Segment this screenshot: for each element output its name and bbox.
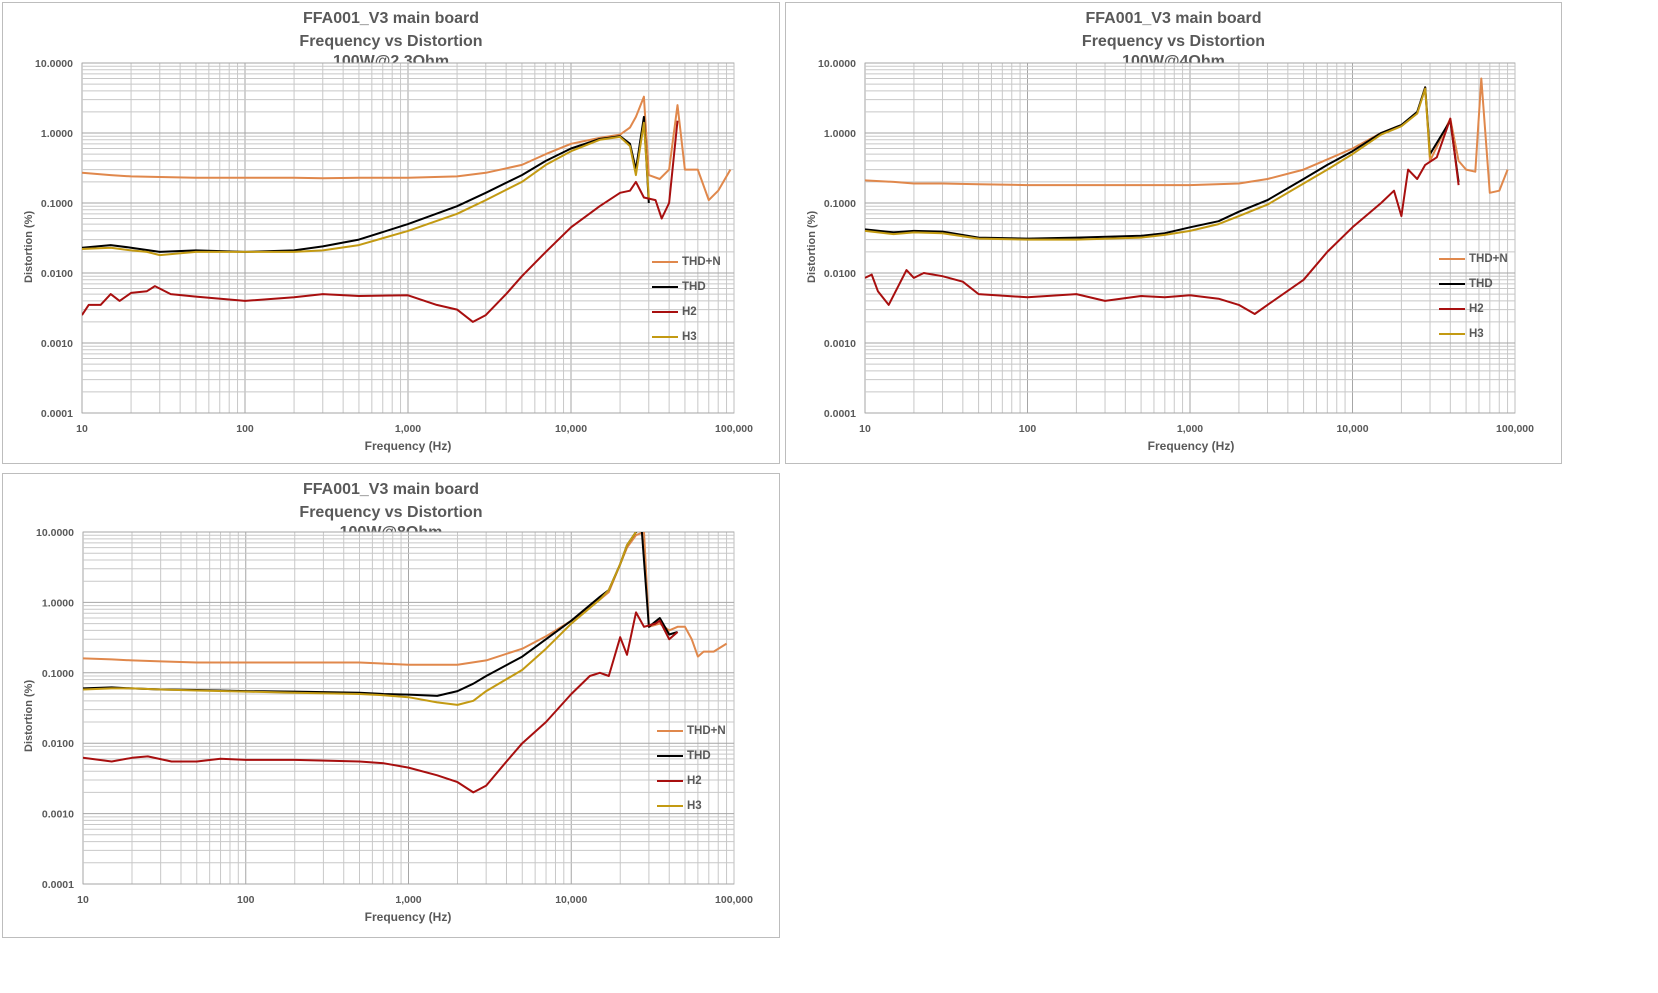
y-tick-label: 0.1000 bbox=[42, 668, 74, 680]
legend-item-h3: H3 bbox=[652, 324, 721, 349]
legend-item-thd: THD bbox=[652, 274, 721, 299]
y-tick-label: 0.1000 bbox=[824, 198, 856, 210]
series-line-thd-n bbox=[82, 95, 732, 202]
legend-item-h3: H3 bbox=[1439, 321, 1508, 346]
x-tick-label: 10 bbox=[77, 894, 89, 906]
legend-swatch bbox=[652, 335, 678, 338]
y-tick-label: 0.0001 bbox=[41, 408, 73, 420]
chart-title-line2: Frequency vs Distortion bbox=[299, 33, 483, 50]
series-line-thd-n bbox=[865, 77, 1509, 194]
legend-item-h3: H3 bbox=[657, 793, 726, 818]
legend-swatch bbox=[652, 285, 678, 288]
legend-swatch bbox=[657, 804, 683, 807]
x-tick-label: 100 bbox=[237, 894, 255, 906]
series-line-thd bbox=[82, 115, 650, 253]
y-tick-label: 0.0001 bbox=[42, 879, 74, 891]
x-tick-label: 100 bbox=[236, 423, 254, 435]
series-line-h2 bbox=[83, 611, 679, 794]
x-tick-label: 10 bbox=[76, 423, 88, 435]
series-line-h3 bbox=[865, 87, 1431, 241]
y-tick-label: 1.0000 bbox=[41, 128, 73, 140]
series-line-h2 bbox=[82, 120, 679, 323]
x-axis-label: Frequency (Hz) bbox=[1147, 439, 1235, 453]
y-tick-label: 1.0000 bbox=[824, 128, 856, 140]
legend-swatch bbox=[1439, 257, 1465, 260]
chart-title-line1: FFA001_V3 main board bbox=[302, 481, 480, 498]
legend-swatch bbox=[657, 779, 683, 782]
x-tick-label: 10 bbox=[859, 423, 871, 435]
y-tick-label: 0.0100 bbox=[42, 738, 74, 750]
legend-item-thd: THD bbox=[1439, 271, 1508, 296]
legend-item-h2: H2 bbox=[652, 299, 721, 324]
chart-panel-8ohm: FFA001_V3 main board Frequency vs Distor… bbox=[2, 473, 780, 938]
x-tick-label: 10,000 bbox=[1336, 423, 1368, 435]
legend-label: H2 bbox=[1469, 302, 1484, 315]
chart-legend: THD+N THD H2 H3 bbox=[1439, 246, 1508, 346]
legend-label: H3 bbox=[687, 799, 702, 812]
x-tick-label: 100,000 bbox=[1496, 423, 1534, 435]
legend-item-h2: H2 bbox=[1439, 296, 1508, 321]
series-line-h3 bbox=[83, 532, 637, 706]
chart-legend: THD+N THD H2 H3 bbox=[652, 249, 721, 349]
x-tick-label: 1,000 bbox=[1177, 423, 1203, 435]
legend-swatch bbox=[657, 729, 683, 732]
legend-swatch bbox=[652, 260, 678, 263]
legend-item-thd: THD bbox=[657, 743, 726, 768]
x-tick-label: 100,000 bbox=[715, 894, 753, 906]
series-line-h2 bbox=[865, 117, 1460, 315]
y-axis-label: Distortion (%) bbox=[806, 210, 818, 283]
y-axis-label: Distortion (%) bbox=[23, 679, 35, 752]
legend-label: THD+N bbox=[1469, 252, 1508, 265]
y-tick-label: 0.0010 bbox=[41, 338, 73, 350]
legend-label: H2 bbox=[682, 305, 697, 318]
chart-legend: THD+N THD H2 H3 bbox=[657, 718, 726, 818]
y-tick-label: 0.0010 bbox=[42, 809, 74, 821]
legend-item-thd-n: THD+N bbox=[657, 718, 726, 743]
legend-swatch bbox=[1439, 332, 1465, 335]
legend-label: THD+N bbox=[682, 255, 721, 268]
y-axis-label: Distortion (%) bbox=[23, 210, 35, 283]
legend-label: H2 bbox=[687, 774, 702, 787]
x-axis-label: Frequency (Hz) bbox=[364, 439, 452, 453]
legend-swatch bbox=[652, 310, 678, 313]
y-tick-label: 10.0000 bbox=[35, 58, 73, 70]
y-tick-label: 0.0100 bbox=[824, 268, 856, 280]
x-tick-label: 1,000 bbox=[395, 894, 421, 906]
chart-title-line1: FFA001_V3 main board bbox=[1085, 10, 1262, 27]
y-tick-label: 0.0001 bbox=[824, 408, 856, 420]
legend-label: H3 bbox=[1469, 327, 1484, 340]
chart-title-line2: Frequency vs Distortion bbox=[1081, 33, 1266, 50]
series-line-h3 bbox=[82, 121, 650, 257]
legend-label: THD bbox=[687, 749, 711, 762]
x-tick-label: 10,000 bbox=[555, 894, 587, 906]
x-tick-label: 10,000 bbox=[555, 423, 587, 435]
chart-title-line2: Frequency vs Distortion bbox=[299, 504, 483, 521]
y-tick-label: 1.0000 bbox=[42, 597, 74, 609]
y-tick-label: 10.0000 bbox=[36, 527, 74, 539]
x-axis-label: Frequency (Hz) bbox=[364, 910, 452, 924]
chart-panel-2.3ohm: FFA001_V3 main board Frequency vs Distor… bbox=[2, 2, 780, 464]
y-tick-label: 0.1000 bbox=[41, 198, 73, 210]
y-tick-label: 10.0000 bbox=[818, 58, 856, 70]
legend-swatch bbox=[1439, 282, 1465, 285]
chart-panel-4ohm: FFA001_V3 main board Frequency vs Distor… bbox=[785, 2, 1562, 464]
y-tick-label: 0.0100 bbox=[41, 268, 73, 280]
x-tick-label: 1,000 bbox=[395, 423, 421, 435]
x-tick-label: 100,000 bbox=[715, 423, 753, 435]
y-tick-label: 0.0010 bbox=[824, 338, 856, 350]
legend-label: THD bbox=[1469, 277, 1493, 290]
legend-item-h2: H2 bbox=[657, 768, 726, 793]
legend-item-thd-n: THD+N bbox=[652, 249, 721, 274]
legend-label: THD bbox=[682, 280, 706, 293]
legend-swatch bbox=[1439, 307, 1465, 310]
x-tick-label: 100 bbox=[1019, 423, 1037, 435]
legend-label: H3 bbox=[682, 330, 697, 343]
legend-item-thd-n: THD+N bbox=[1439, 246, 1508, 271]
chart-title-line1: FFA001_V3 main board bbox=[302, 10, 480, 27]
legend-swatch bbox=[657, 754, 683, 757]
legend-label: THD+N bbox=[687, 724, 726, 737]
